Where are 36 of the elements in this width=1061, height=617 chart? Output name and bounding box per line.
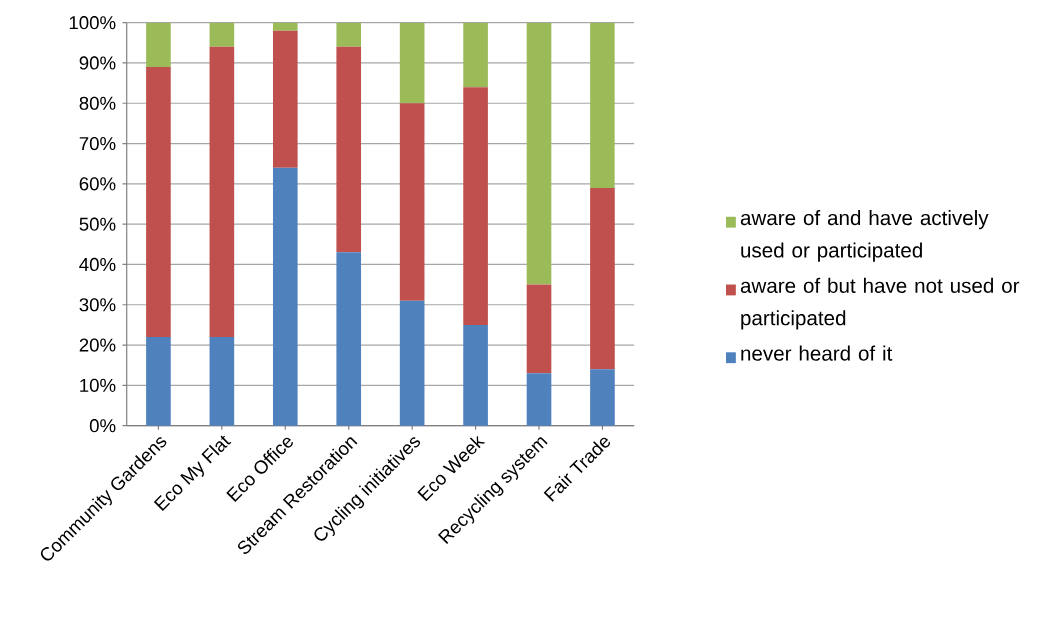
bar [272,30,298,168]
y-tick-label: 40% [79,257,116,272]
y-tick-label: 20% [79,338,116,352]
bar [336,22,362,47]
bar [463,325,488,426]
bar [209,22,235,47]
y-tick-label: 80% [79,96,116,110]
bar [526,284,552,374]
bar [590,187,615,370]
y-tick-label: 100% [69,16,116,30]
y-tick-label: 90% [79,56,116,70]
bar [272,22,298,31]
y-tick-label: 70% [79,137,116,151]
bar [336,252,362,426]
y-tick-label: 30% [79,298,116,312]
bar [146,337,171,426]
y-tick-label: 0% [89,419,116,433]
bar [209,337,235,426]
bar [336,46,362,253]
bar [399,22,425,104]
legend-label: never heard of it [741,345,893,361]
bar [463,87,488,325]
y-tick-label: 60% [79,177,116,191]
bar [590,22,615,188]
bar [399,103,425,301]
bar [590,369,615,426]
bar [526,373,552,426]
bar [463,22,488,88]
bar [146,67,171,338]
bar [526,22,552,285]
bar [272,167,298,426]
y-tick-label: 10% [80,378,116,393]
bar [209,46,235,338]
bar [146,22,171,68]
bar [399,300,425,426]
y-tick-label: 50% [79,217,116,231]
